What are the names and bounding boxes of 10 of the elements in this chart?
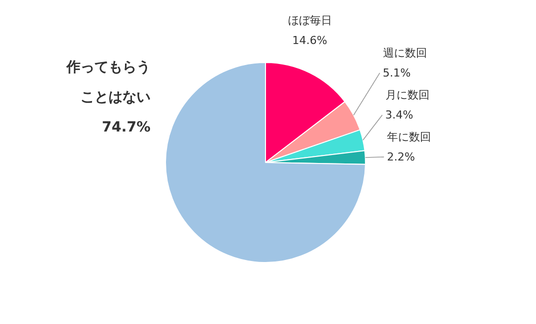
data-label: 3.4%	[385, 108, 414, 122]
data-label: 5.1%	[382, 66, 411, 80]
slice-label: 年に数回	[387, 130, 431, 144]
slice-label: ほぼ毎日	[288, 14, 332, 27]
data-label: 2.2%	[387, 150, 415, 164]
slice-label: 作ってもらうことはない	[66, 60, 150, 106]
slice-label: 週に数回	[382, 46, 427, 60]
data-label: 74.7%	[102, 120, 151, 136]
data-label: 14.6%	[292, 34, 328, 47]
slice-label: 月に数回	[385, 88, 430, 102]
